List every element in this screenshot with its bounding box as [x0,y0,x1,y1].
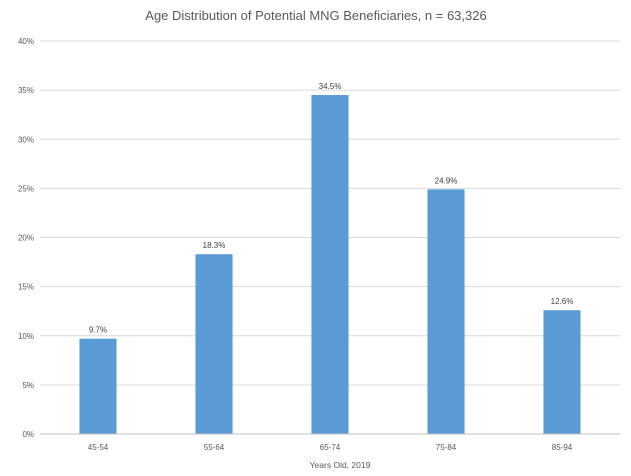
y-tick-label: 20% [18,234,34,243]
y-tick-label: 15% [18,283,34,292]
x-axis-ticks: 45-54 55-64 65-74 75-84 85-94 [88,443,573,452]
bars [79,95,581,434]
data-label: 9.7% [89,326,107,335]
y-tick-label: 5% [22,381,34,390]
y-tick-label: 10% [18,332,34,341]
y-tick-label: 30% [18,135,34,144]
bar-75-84 [427,189,465,434]
data-label: 24.9% [435,176,458,185]
x-tick-label: 75-84 [436,443,457,452]
x-axis-title: Years Old, 2019 [310,460,371,470]
x-tick-label: 45-54 [88,443,109,452]
x-tick-label: 65-74 [320,443,341,452]
y-tick-label: 0% [22,430,34,439]
data-labels: 9.7% 18.3% 34.5% 24.9% 12.6% [89,82,573,335]
bar-45-54 [79,338,117,434]
data-label: 18.3% [203,241,226,250]
data-label: 34.5% [319,82,342,91]
x-tick-label: 55-64 [204,443,225,452]
y-tick-label: 40% [18,37,34,46]
y-tick-label: 25% [18,184,34,193]
y-tick-label: 35% [18,86,34,95]
bar-55-64 [195,254,233,434]
bar-65-74 [311,95,349,434]
data-label: 12.6% [551,297,574,306]
chart-title: Age Distribution of Potential MNG Benefi… [145,8,486,23]
bar-85-94 [543,310,581,434]
x-tick-label: 85-94 [552,443,573,452]
y-axis-ticks: 0% 5% 10% 15% 20% 25% 30% 35% 40% [18,37,34,439]
